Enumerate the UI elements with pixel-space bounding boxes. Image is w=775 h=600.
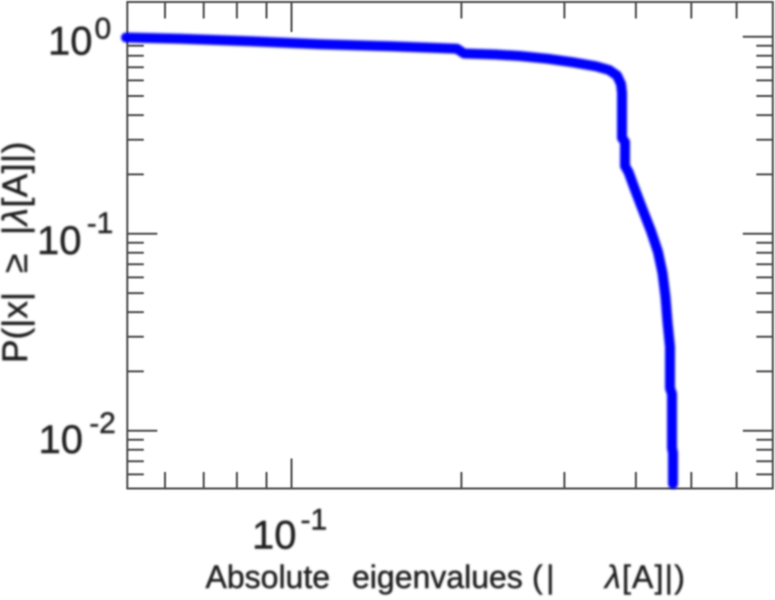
svg-text:10: 10	[252, 514, 297, 558]
svg-text:eigenvalues: eigenvalues	[352, 559, 523, 595]
svg-text:-1: -1	[301, 504, 328, 537]
svg-text:≥: ≥	[0, 254, 35, 273]
svg-text:Absolute: Absolute	[206, 559, 331, 595]
svg-text:-1: -1	[87, 207, 114, 240]
svg-text:(|: (|	[532, 559, 558, 595]
svg-text:10: 10	[37, 219, 82, 263]
svg-text:P(|x|: P(|x|	[0, 292, 35, 363]
svg-text:10: 10	[48, 20, 93, 64]
svg-text:λ[A]|): λ[A]|)	[603, 559, 686, 595]
svg-text:10: 10	[39, 418, 84, 462]
svg-text:|λ[A]|): |λ[A]|)	[0, 141, 35, 235]
svg-text:0: 0	[95, 12, 112, 45]
svg-text:-2: -2	[89, 407, 116, 440]
